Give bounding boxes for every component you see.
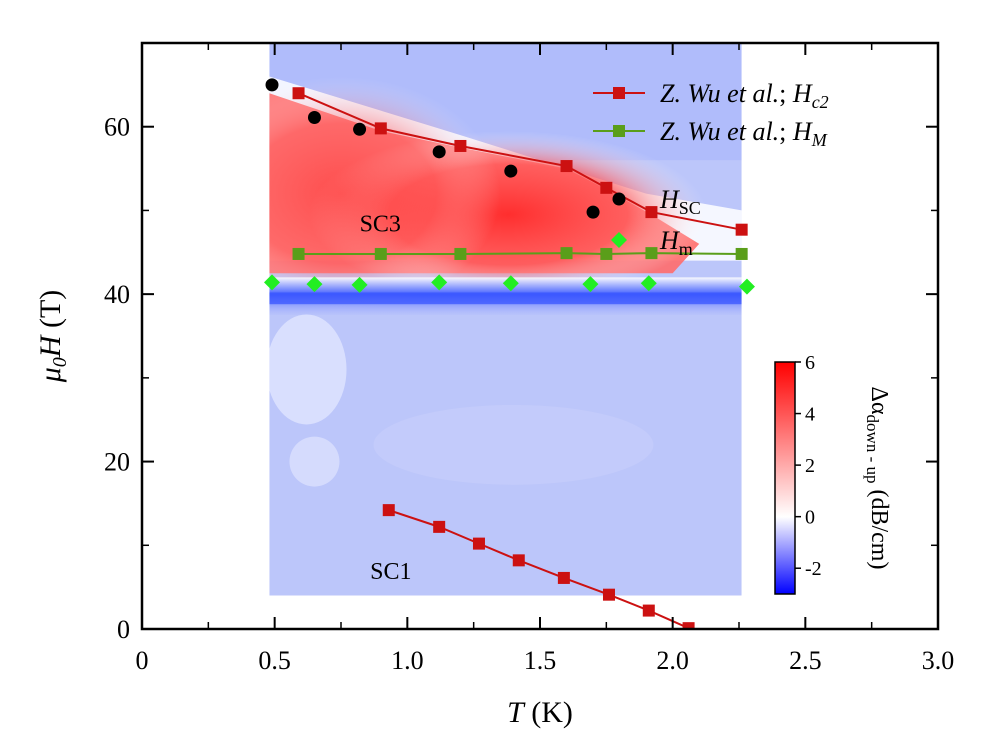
data-point: [431, 274, 448, 291]
y-tick-label: 60: [104, 113, 130, 142]
data-point: [307, 111, 321, 125]
legend-label: Z. Wu et al.; Hc2: [660, 79, 829, 112]
data-point: [454, 139, 467, 152]
data-point: [512, 554, 525, 567]
region-label: SC3: [360, 211, 401, 237]
x-tick-label: 1.5: [524, 646, 557, 675]
legend-marker: [611, 232, 627, 248]
heatmap-red-left: [269, 76, 501, 311]
data-point: [382, 504, 395, 517]
legend: Z. Wu et al.; Hc2 Z. Wu et al.; HM HSC Hm: [593, 79, 829, 259]
data-point: [502, 275, 519, 292]
y-tick-label: 20: [104, 448, 130, 477]
legend-marker: [613, 125, 625, 137]
x-tick-label: 2.5: [789, 646, 822, 675]
region-label: SC1: [370, 559, 411, 585]
colorbar-ticks: 6 4 2 0 -2: [795, 352, 822, 580]
data-point: [374, 247, 387, 260]
data-point: [454, 247, 467, 260]
data-point: [735, 223, 748, 236]
data-point: [645, 206, 658, 219]
series-layer: [264, 78, 755, 629]
series-1: [292, 247, 748, 260]
data-point: [292, 87, 305, 100]
colorbar-tick-label: 4: [805, 404, 815, 426]
data-point: [472, 537, 485, 550]
data-point: [600, 181, 613, 194]
legend-item: Hm: [611, 226, 693, 259]
heatmap-blue-line: [269, 292, 742, 305]
legend-label: Hm: [659, 226, 693, 259]
data-point: [374, 122, 387, 135]
data-point: [560, 247, 573, 260]
heatmap-pale-patch: [289, 436, 340, 487]
data-point: [582, 276, 599, 293]
legend-item: Z. Wu et al.; HM: [593, 117, 828, 150]
legend-item: Z. Wu et al.; Hc2: [593, 79, 829, 112]
data-point: [306, 276, 323, 293]
data-point: [682, 622, 695, 629]
data-point: [264, 274, 281, 291]
x-tick-label: 1.0: [391, 646, 424, 675]
colorbar: 6 4 2 0 -2 Δαdown - up (dB/cm): [774, 352, 892, 595]
legend-marker: [612, 192, 626, 206]
data-point: [432, 145, 446, 159]
x-tick-label: 2.0: [656, 646, 689, 675]
heatmap-pale-patch: [269, 314, 347, 425]
data-point: [504, 164, 518, 178]
x-axis-ticks: 0 0.5 1.0 1.5 2.0 2.5 3.0: [136, 43, 955, 675]
legend-label: Z. Wu et al.; HM: [660, 117, 828, 150]
colorbar-gradient: [774, 361, 796, 595]
data-point: [642, 604, 655, 617]
data-point: [600, 247, 613, 260]
x-tick-label: 0.5: [258, 646, 291, 675]
series-line: [388, 509, 689, 629]
data-point: [640, 275, 657, 292]
colorbar-tick-label: 6: [805, 352, 815, 374]
data-point: [353, 122, 367, 136]
y-tick-label: 0: [117, 615, 130, 644]
series-2: [265, 78, 600, 219]
data-point: [265, 78, 279, 92]
y-tick-label: 40: [104, 280, 130, 309]
colorbar-tick-label: 2: [805, 455, 815, 477]
data-point: [351, 276, 368, 293]
series-3: [264, 274, 755, 295]
data-point: [292, 247, 305, 260]
x-axis-title: T (K): [507, 696, 573, 729]
heatmap: [269, 43, 742, 596]
data-point: [645, 247, 658, 260]
region-labels: SC3 SC1: [360, 211, 412, 584]
legend-marker: [613, 87, 625, 99]
heatmap-pale-patch: [373, 404, 654, 485]
data-point: [738, 278, 755, 295]
x-tick-label: 0: [136, 646, 149, 675]
data-point: [560, 160, 573, 173]
data-point: [586, 205, 600, 219]
data-point: [602, 588, 615, 601]
colorbar-tick-label: 0: [805, 507, 815, 529]
legend-label: HSC: [659, 185, 701, 218]
legend-item: HSC: [612, 185, 701, 218]
y-axis-title: μ0H (T): [34, 290, 71, 384]
series-0: [292, 87, 748, 629]
colorbar-tick-label: -2: [805, 558, 822, 580]
data-point: [557, 571, 570, 584]
colorbar-title: Δαdown - up (dB/cm): [863, 387, 892, 570]
data-point: [735, 247, 748, 260]
data-point: [433, 520, 446, 533]
x-tick-label: 3.0: [922, 646, 955, 675]
